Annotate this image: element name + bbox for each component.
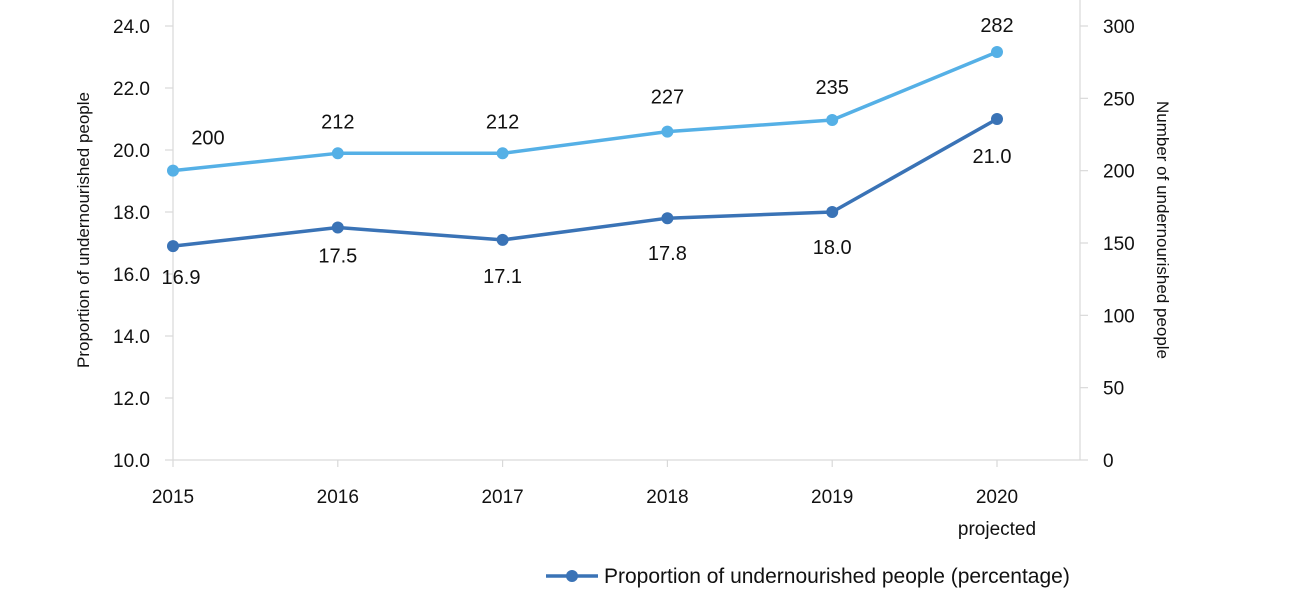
- x-tick-label: 2018: [646, 487, 688, 508]
- x-tick-label: 2016: [317, 487, 359, 508]
- right-y-tick-label: 150: [1103, 234, 1135, 255]
- x-tick-label: 2017: [481, 487, 523, 508]
- legend-label-proportion: Proportion of undernourished people (per…: [604, 565, 1070, 588]
- data-labels: 16.9 17.5 17.1 17.8 18.0 21.0 200 212 212 227 235 2…: [162, 15, 1014, 289]
- data-label: 18.0: [813, 237, 852, 259]
- data-label: 200: [191, 128, 224, 150]
- left-y-tick-label: 14.0: [113, 327, 150, 348]
- right-y-tick-label: 0: [1103, 451, 1114, 472]
- series-marker: [661, 212, 674, 225]
- left-y-tick-label: 18.0: [113, 203, 150, 224]
- series-marker: [167, 164, 179, 177]
- data-label: 17.5: [318, 246, 357, 268]
- data-label: 282: [980, 15, 1013, 37]
- right-y-tick-label: 300: [1103, 17, 1135, 38]
- data-label: 227: [651, 87, 684, 109]
- data-label: 21.0: [973, 146, 1012, 168]
- right-y-tick-label: 200: [1103, 162, 1135, 183]
- x-tick-label: 2015: [152, 487, 194, 508]
- series-line: [172, 50, 998, 173]
- left-y-tick-label: 24.0: [113, 17, 150, 38]
- series-marker: [331, 221, 344, 234]
- right-y-tick-label: 250: [1103, 89, 1135, 110]
- data-label: 17.8: [648, 243, 687, 265]
- left-y-axis-title: Proportion of undernourished people: [74, 92, 93, 368]
- tick-labels: 10.0 12.0 14.0 16.0 18.0 20.0 22.0 24.0 0 50 100 15…: [113, 17, 1135, 540]
- series: [167, 46, 1003, 253]
- x-tick-sublabel: projected: [958, 519, 1036, 540]
- x-tick-label: 2020: [976, 487, 1018, 508]
- right-y-tick-label: 100: [1103, 306, 1135, 327]
- legend-swatch-marker: [566, 570, 578, 582]
- series-line: [172, 117, 998, 248]
- left-y-tick-label: 22.0: [113, 79, 150, 100]
- series-marker: [167, 240, 179, 253]
- data-label: 16.9: [162, 267, 201, 289]
- x-tick-label: 2019: [811, 487, 853, 508]
- axes: [172, 0, 1081, 461]
- legend: Proportion of undernourished people (per…: [546, 565, 1070, 588]
- series-marker: [661, 125, 674, 138]
- series-marker: [826, 114, 839, 127]
- series-marker: [496, 233, 509, 246]
- data-label: 17.1: [483, 266, 522, 288]
- left-y-tick-label: 20.0: [113, 141, 150, 162]
- right-y-axis-title: Number of undernourished people: [1153, 101, 1172, 359]
- left-y-tick-label: 10.0: [113, 451, 150, 472]
- left-y-tick-label: 12.0: [113, 389, 150, 410]
- data-label: 235: [816, 77, 849, 99]
- right-y-tick-label: 50: [1103, 379, 1124, 400]
- data-label: 212: [486, 111, 519, 133]
- series-marker: [991, 46, 1003, 59]
- series-marker: [496, 147, 509, 160]
- series-marker: [991, 113, 1003, 125]
- data-label: 212: [321, 111, 354, 133]
- series-marker: [826, 206, 839, 218]
- series-marker: [331, 147, 344, 160]
- left-y-tick-label: 16.0: [113, 265, 150, 286]
